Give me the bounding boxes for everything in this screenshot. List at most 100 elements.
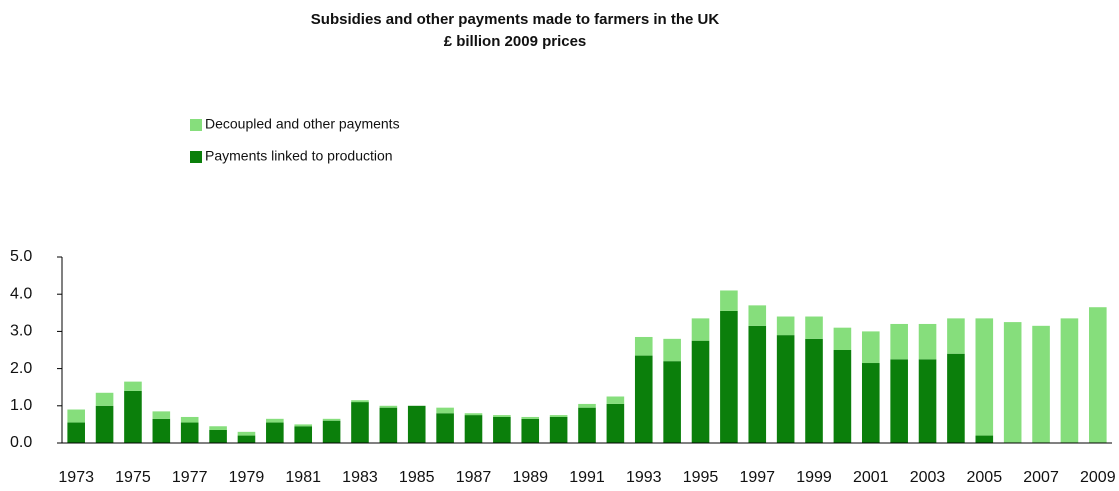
bar-segment — [776, 335, 795, 443]
bar-segment — [152, 411, 171, 419]
bar-segment — [691, 318, 710, 341]
bar-segment — [663, 338, 681, 362]
x-tick-label: 1997 — [739, 469, 775, 486]
bar-segment — [918, 323, 937, 360]
bar-segment — [833, 350, 852, 443]
bar-segment — [209, 429, 227, 443]
y-tick-label: 4.0 — [10, 285, 32, 302]
x-tick-label: 1995 — [683, 469, 719, 486]
y-tick-label: 0.0 — [10, 434, 32, 451]
bar-segment — [606, 403, 625, 443]
bar-segment — [67, 422, 85, 443]
bar-segment — [521, 418, 540, 443]
x-tick-label: 2005 — [967, 469, 1003, 486]
bar-segment — [890, 323, 908, 360]
bar-segment — [266, 418, 284, 423]
x-tick-label: 1975 — [115, 469, 151, 486]
x-tick-label: 1977 — [172, 469, 208, 486]
bar-segment — [861, 331, 880, 364]
bar-segment — [95, 392, 114, 406]
bar-segment — [237, 431, 256, 436]
bar-segment — [720, 290, 738, 311]
bar-segment — [379, 405, 398, 408]
bar-segment — [578, 403, 596, 408]
x-tick-label: 1979 — [229, 469, 265, 486]
bar-segment — [890, 359, 908, 443]
bar-segment — [124, 381, 142, 391]
bar-segment — [464, 415, 483, 443]
bar-segment — [379, 407, 398, 443]
bar-segment — [67, 409, 85, 423]
bar-segment — [805, 316, 823, 339]
bar-segment — [776, 316, 795, 336]
x-tick-label: 1985 — [399, 469, 435, 486]
bar-segment — [634, 336, 653, 356]
bar-segment — [294, 424, 313, 427]
bar-segment — [975, 435, 994, 443]
bar-segment — [180, 422, 199, 443]
x-tick-label: 2003 — [910, 469, 946, 486]
bar-segment — [351, 402, 369, 443]
bar-segment — [493, 416, 511, 443]
x-tick-label: 1989 — [512, 469, 548, 486]
bar-segment — [606, 396, 625, 404]
bar-segment — [294, 426, 313, 443]
bar-segment — [322, 418, 341, 421]
y-tick-label: 2.0 — [10, 360, 32, 377]
bar-segment — [407, 405, 426, 443]
legend-label: Decoupled and other payments — [205, 116, 400, 132]
bar-segment — [947, 353, 965, 443]
bar-segment — [1089, 307, 1107, 443]
bar-segment — [209, 426, 227, 430]
bar-segment — [266, 422, 284, 443]
y-tick-label: 3.0 — [10, 323, 32, 340]
x-tick-label: 1999 — [796, 469, 832, 486]
bar-segment — [975, 318, 994, 436]
bar-segment — [152, 418, 171, 443]
bar-segment — [748, 325, 767, 443]
bar-segment — [663, 361, 681, 443]
bar-segment — [351, 400, 369, 403]
x-tick-label: 2009 — [1080, 469, 1116, 486]
y-tick-label: 1.0 — [10, 397, 32, 414]
legend-swatch — [190, 151, 202, 163]
bar-segment — [237, 435, 256, 443]
bar-segment — [918, 359, 937, 443]
x-tick-label: 1987 — [456, 469, 492, 486]
bar-segment — [124, 390, 142, 443]
x-tick-label: 2001 — [853, 469, 889, 486]
bar-segment — [549, 416, 568, 443]
x-tick-label: 1993 — [626, 469, 662, 486]
chart-subtitle: £ billion 2009 prices — [444, 33, 587, 50]
bar-segment — [720, 310, 738, 443]
y-tick-label: 5.0 — [10, 248, 32, 265]
bar-segment — [1060, 318, 1079, 443]
bar-segment — [833, 327, 852, 350]
legend-swatch — [190, 119, 202, 131]
x-tick-label: 1981 — [285, 469, 321, 486]
bar-segment — [322, 420, 341, 443]
bar-segment — [180, 416, 199, 423]
bar-segment — [464, 413, 483, 416]
bar-segment — [861, 363, 880, 443]
bar-segment — [95, 405, 114, 443]
bar-segment — [549, 415, 568, 417]
bar-segment — [436, 407, 454, 414]
bar-segment — [1003, 322, 1022, 443]
x-tick-label: 1983 — [342, 469, 378, 486]
bar-segment — [521, 416, 540, 419]
bar-segment — [1032, 325, 1050, 443]
bar-segment — [493, 415, 511, 417]
chart-title: Subsidies and other payments made to far… — [311, 11, 720, 28]
bar-segment — [748, 305, 767, 326]
bar-segment — [436, 413, 454, 443]
bar-segment — [805, 338, 823, 443]
bar-segment — [947, 318, 965, 354]
x-tick-label: 1973 — [58, 469, 94, 486]
bar-segment — [578, 407, 596, 443]
x-tick-label: 2007 — [1023, 469, 1059, 486]
bar-segment — [634, 355, 653, 443]
legend-label: Payments linked to production — [205, 148, 393, 164]
bar-segment — [691, 340, 710, 443]
